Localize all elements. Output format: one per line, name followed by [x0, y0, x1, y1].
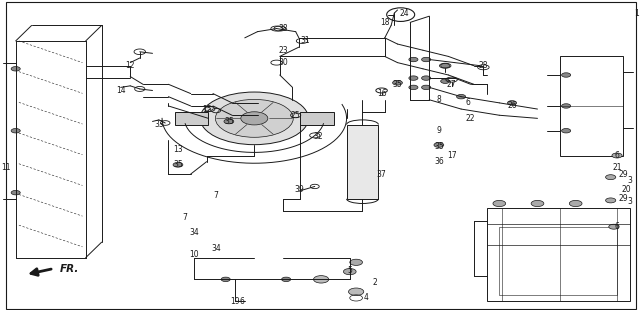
Text: 8: 8 — [436, 95, 441, 104]
Circle shape — [561, 104, 571, 108]
Text: 35: 35 — [392, 80, 403, 89]
Circle shape — [241, 112, 268, 125]
Bar — [347, 124, 378, 199]
Text: 36: 36 — [434, 157, 444, 166]
Circle shape — [221, 277, 230, 281]
Text: 6: 6 — [465, 98, 470, 107]
Circle shape — [422, 76, 431, 80]
Circle shape — [605, 175, 616, 180]
Bar — [560, 56, 623, 156]
Text: 3: 3 — [627, 197, 632, 207]
Circle shape — [344, 268, 356, 275]
Text: 1: 1 — [634, 9, 639, 18]
Circle shape — [392, 80, 403, 85]
Circle shape — [409, 57, 418, 62]
Text: 34: 34 — [189, 228, 199, 237]
Text: 13: 13 — [173, 145, 183, 154]
Text: 29: 29 — [619, 194, 628, 203]
Text: 32: 32 — [313, 132, 323, 142]
Text: 37: 37 — [377, 169, 387, 179]
Text: 7: 7 — [214, 191, 219, 200]
Text: 27: 27 — [447, 80, 456, 89]
Circle shape — [561, 73, 571, 77]
Text: 23: 23 — [278, 46, 288, 55]
Circle shape — [422, 85, 431, 90]
Bar — [300, 112, 334, 124]
Circle shape — [456, 95, 466, 99]
Text: 38: 38 — [278, 24, 288, 33]
Circle shape — [531, 200, 544, 207]
Text: 6: 6 — [614, 222, 620, 231]
Circle shape — [508, 101, 516, 105]
Circle shape — [200, 92, 308, 145]
Circle shape — [409, 85, 418, 90]
Text: 35: 35 — [224, 117, 234, 126]
Circle shape — [441, 79, 450, 83]
Text: 20: 20 — [622, 185, 632, 194]
Circle shape — [422, 57, 431, 62]
Text: 39: 39 — [294, 185, 304, 194]
Circle shape — [224, 119, 234, 124]
Text: 30: 30 — [278, 58, 288, 67]
Text: 21: 21 — [612, 163, 622, 172]
Text: 34: 34 — [211, 244, 221, 253]
Text: 35: 35 — [434, 142, 444, 151]
Circle shape — [282, 277, 291, 281]
Text: 29: 29 — [619, 169, 628, 179]
Circle shape — [441, 63, 450, 68]
Circle shape — [612, 153, 622, 158]
Circle shape — [609, 224, 619, 229]
Circle shape — [561, 128, 571, 133]
Text: 11: 11 — [1, 163, 11, 172]
Text: 28: 28 — [479, 61, 488, 70]
Text: 14: 14 — [116, 86, 125, 95]
Circle shape — [434, 142, 444, 147]
Text: 10: 10 — [189, 250, 198, 259]
Text: 22: 22 — [466, 114, 476, 123]
Circle shape — [350, 259, 362, 265]
Text: 15: 15 — [202, 104, 211, 114]
Text: 31: 31 — [300, 36, 310, 45]
Text: 19: 19 — [230, 296, 240, 305]
Text: 25: 25 — [291, 111, 301, 120]
Bar — [499, 227, 617, 295]
Text: 35: 35 — [173, 160, 183, 169]
Circle shape — [570, 200, 582, 207]
Text: 16: 16 — [377, 89, 387, 98]
Text: 3: 3 — [627, 176, 632, 185]
Circle shape — [314, 276, 329, 283]
Text: 18: 18 — [380, 18, 390, 27]
Text: 9: 9 — [436, 126, 442, 135]
Text: 24: 24 — [399, 9, 409, 18]
Text: 2: 2 — [373, 278, 378, 287]
Text: 17: 17 — [447, 151, 456, 160]
Bar — [486, 208, 630, 301]
Circle shape — [173, 162, 183, 167]
Text: 33: 33 — [154, 120, 164, 129]
Text: 4: 4 — [364, 293, 368, 302]
Text: FR.: FR. — [60, 263, 79, 273]
Text: 7: 7 — [182, 213, 187, 222]
Text: 6: 6 — [239, 296, 244, 305]
Text: 26: 26 — [508, 101, 517, 110]
Text: 5: 5 — [348, 266, 352, 275]
Circle shape — [216, 100, 293, 137]
Circle shape — [409, 76, 418, 80]
Circle shape — [11, 128, 20, 133]
Circle shape — [493, 200, 506, 207]
Circle shape — [11, 190, 20, 195]
Text: 6: 6 — [614, 151, 620, 160]
Bar — [175, 112, 209, 124]
Circle shape — [11, 67, 20, 71]
Text: 12: 12 — [125, 61, 135, 70]
Circle shape — [349, 288, 364, 295]
Circle shape — [605, 198, 616, 203]
